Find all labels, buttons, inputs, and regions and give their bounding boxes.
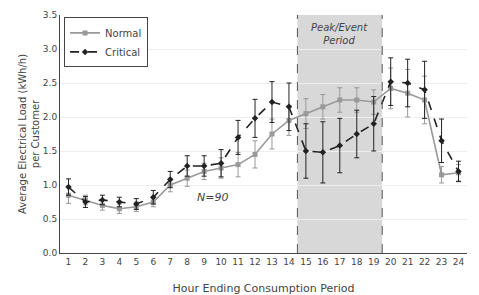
svg-text:7: 7 [167, 257, 173, 267]
svg-text:0.0: 0.0 [43, 248, 58, 258]
svg-text:16: 16 [317, 257, 329, 267]
svg-text:22: 22 [419, 257, 430, 267]
svg-text:Critical: Critical [105, 47, 140, 58]
svg-text:24: 24 [453, 257, 465, 267]
svg-text:Peak/EventPeriod: Peak/EventPeriod [311, 22, 368, 46]
svg-text:2.5: 2.5 [43, 78, 57, 88]
svg-text:1.5: 1.5 [43, 146, 57, 156]
svg-text:Normal: Normal [105, 28, 141, 39]
svg-text:10: 10 [215, 257, 227, 267]
svg-text:0.5: 0.5 [43, 214, 57, 224]
svg-text:19: 19 [368, 257, 380, 267]
svg-text:3.5: 3.5 [43, 10, 57, 20]
svg-text:2: 2 [83, 257, 89, 267]
svg-text:Hour Ending Consumption Period: Hour Ending Consumption Period [172, 282, 354, 295]
svg-text:8: 8 [184, 257, 190, 267]
svg-text:23: 23 [436, 257, 447, 267]
svg-text:15: 15 [300, 257, 311, 267]
svg-text:6: 6 [150, 257, 156, 267]
svg-text:9: 9 [201, 257, 207, 267]
svg-text:18: 18 [351, 257, 363, 267]
svg-text:14: 14 [283, 257, 295, 267]
svg-text:4: 4 [116, 257, 122, 267]
svg-text:17: 17 [334, 257, 345, 267]
svg-text:11: 11 [232, 257, 243, 267]
svg-text:3.0: 3.0 [43, 44, 58, 54]
svg-text:1.0: 1.0 [43, 180, 58, 190]
svg-text:3: 3 [100, 257, 106, 267]
svg-text:2.0: 2.0 [43, 112, 58, 122]
svg-text:N=90: N=90 [197, 191, 228, 204]
svg-text:1: 1 [66, 257, 72, 267]
svg-text:13: 13 [266, 257, 277, 267]
svg-text:Average Electrical Load (kWh/h: Average Electrical Load (kWh/h)per Custo… [17, 54, 41, 214]
svg-text:12: 12 [249, 257, 260, 267]
svg-text:5: 5 [133, 257, 139, 267]
svg-text:20: 20 [385, 257, 397, 267]
svg-text:21: 21 [402, 257, 413, 267]
